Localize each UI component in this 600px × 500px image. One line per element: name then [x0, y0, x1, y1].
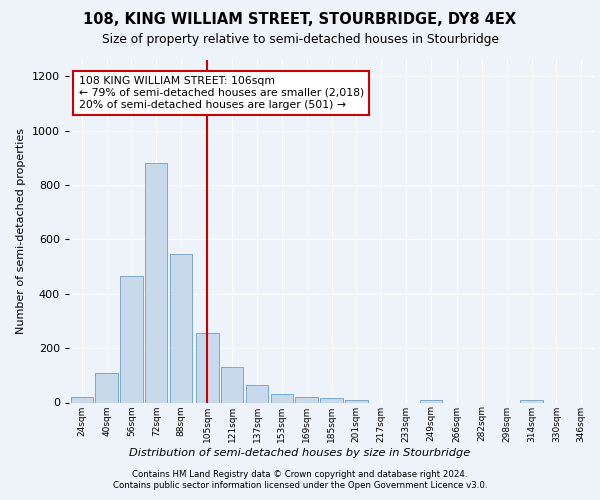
Bar [419, 400, 442, 402]
Text: Distribution of semi-detached houses by size in Stourbridge: Distribution of semi-detached houses by … [130, 448, 470, 458]
Bar [345, 400, 368, 402]
Bar [196, 333, 218, 402]
Bar [221, 367, 244, 402]
Bar [295, 397, 318, 402]
Bar [120, 276, 143, 402]
Bar [145, 164, 167, 402]
Bar [271, 394, 293, 402]
Bar [520, 400, 543, 402]
Text: 108 KING WILLIAM STREET: 106sqm
← 79% of semi-detached houses are smaller (2,018: 108 KING WILLIAM STREET: 106sqm ← 79% of… [79, 76, 364, 110]
Bar [246, 385, 268, 402]
Text: Contains HM Land Registry data © Crown copyright and database right 2024.: Contains HM Land Registry data © Crown c… [132, 470, 468, 479]
Bar [320, 398, 343, 402]
Text: 108, KING WILLIAM STREET, STOURBRIDGE, DY8 4EX: 108, KING WILLIAM STREET, STOURBRIDGE, D… [83, 12, 517, 28]
Y-axis label: Number of semi-detached properties: Number of semi-detached properties [16, 128, 26, 334]
Text: Contains public sector information licensed under the Open Government Licence v3: Contains public sector information licen… [113, 481, 487, 490]
Text: Size of property relative to semi-detached houses in Stourbridge: Size of property relative to semi-detach… [101, 32, 499, 46]
Bar [71, 397, 93, 402]
Bar [95, 372, 118, 402]
Bar [170, 254, 193, 402]
